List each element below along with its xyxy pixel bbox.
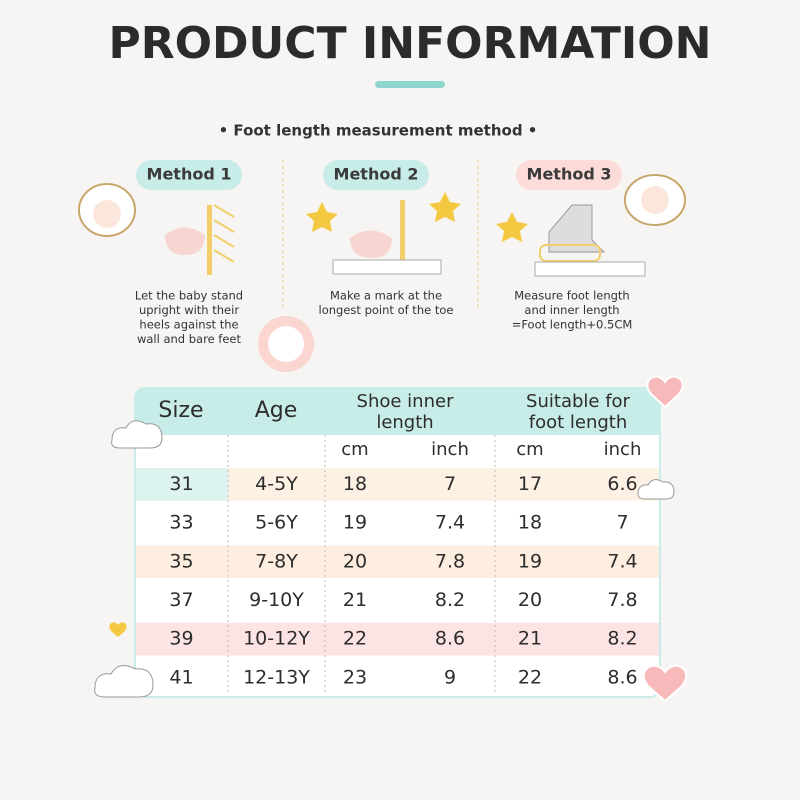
column-header: Age xyxy=(255,398,298,423)
method-1-illustration xyxy=(78,183,235,275)
row-background xyxy=(136,622,659,656)
pill xyxy=(516,160,622,190)
row-background xyxy=(136,468,228,501)
row-background xyxy=(136,545,659,579)
table-cell: 20 xyxy=(343,550,367,572)
unit-header: inch xyxy=(604,439,642,460)
table-cell: 35 xyxy=(169,550,193,572)
decoration xyxy=(94,375,688,703)
method-note: Let the baby stand xyxy=(135,289,243,303)
table-cell: 8.6 xyxy=(607,666,637,688)
unit-header: inch xyxy=(431,439,469,460)
table-cell: 18 xyxy=(343,473,367,495)
table-cell: 23 xyxy=(343,666,367,688)
table-cell: 41 xyxy=(169,666,193,688)
table-cell: 19 xyxy=(343,512,367,534)
table-cell: 20 xyxy=(518,589,542,611)
method-label: Method 2 xyxy=(334,165,419,184)
table-cell: 12-13Y xyxy=(243,666,310,688)
table-cell: 8.2 xyxy=(607,628,637,650)
method-2-illustration xyxy=(306,192,461,275)
method-note: upright with their xyxy=(139,303,239,317)
column-header: length xyxy=(376,412,433,433)
table-cell: 21 xyxy=(343,589,367,611)
column-header: Size xyxy=(158,398,203,423)
table-cell: 7.8 xyxy=(607,589,637,611)
column-header: foot length xyxy=(529,412,628,433)
table-cell: 22 xyxy=(518,666,542,688)
table-header-bg xyxy=(135,388,660,435)
table-cell: 19 xyxy=(518,550,542,572)
table-cell: 5-6Y xyxy=(255,512,298,534)
method-label: Method 3 xyxy=(527,165,612,184)
title-underline xyxy=(375,81,445,88)
table-cell: 37 xyxy=(169,589,193,611)
column-header: Suitable for xyxy=(526,391,630,412)
table-cell: 39 xyxy=(169,628,193,650)
pill xyxy=(323,160,429,190)
table-cell: 7 xyxy=(616,512,628,534)
table-cell: 7.4 xyxy=(607,550,637,572)
method-note: Measure foot length xyxy=(514,289,629,303)
table-cell: 7.8 xyxy=(435,550,465,572)
method-note: Make a mark at the xyxy=(330,289,442,303)
pill xyxy=(136,160,242,190)
method-note: wall and bare feet xyxy=(137,332,242,346)
table-cell: 10-12Y xyxy=(243,628,310,650)
method-note: heels against the xyxy=(139,318,238,332)
table-cell: 21 xyxy=(518,628,542,650)
column-header: Shoe inner xyxy=(357,391,455,412)
method-note: and inner length xyxy=(524,303,619,317)
decoration xyxy=(268,326,304,362)
table-cell: 33 xyxy=(169,512,193,534)
method-label: Method 1 xyxy=(147,165,232,184)
table-cell: 17 xyxy=(518,473,542,495)
table-cell: 7.4 xyxy=(435,512,465,534)
table-cell: 7 xyxy=(444,473,456,495)
unit-header: cm xyxy=(341,439,368,460)
unit-header: cm xyxy=(516,439,543,460)
table-cell: 8.2 xyxy=(435,589,465,611)
table-cell: 4-5Y xyxy=(255,473,298,495)
table-cell: 9 xyxy=(444,666,456,688)
title: PRODUCT INFORMATION xyxy=(109,18,712,69)
method-note: =Foot length+0.5CM xyxy=(512,318,633,332)
table-cell: 31 xyxy=(169,473,193,495)
method-note: longest point of the toe xyxy=(319,303,454,317)
table-cell: 22 xyxy=(343,628,367,650)
table-cell: 8.6 xyxy=(435,628,465,650)
table-cell: 7-8Y xyxy=(255,550,298,572)
table-cell: 18 xyxy=(518,512,542,534)
method-3-illustration xyxy=(496,174,686,277)
table-cell: 9-10Y xyxy=(249,589,304,611)
subtitle: • Foot length measurement method • xyxy=(219,122,538,140)
table-cell: 6.6 xyxy=(607,473,637,495)
